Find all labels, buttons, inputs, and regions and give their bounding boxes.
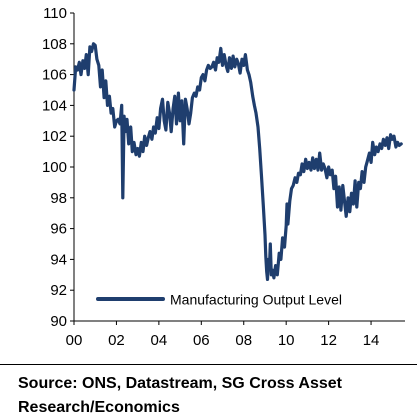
x-tick-label: 04 xyxy=(151,332,168,349)
y-tick-label: 94 xyxy=(50,251,67,268)
x-axis: 00 02 04 06 08 10 12 14 xyxy=(66,320,405,349)
line-chart: 90 92 94 96 98 100 102 104 106 108 110 00 02 04 06 08 1… xyxy=(42,5,405,349)
x-tick-label: 02 xyxy=(108,332,125,349)
x-tick-label: 14 xyxy=(363,332,380,349)
y-tick-label: 110 xyxy=(43,5,67,22)
series-layer xyxy=(72,42,403,281)
y-tick-label: 96 xyxy=(50,221,67,238)
y-tick-label: 90 xyxy=(50,313,67,330)
x-tick-label: 00 xyxy=(66,332,83,349)
source-divider xyxy=(0,364,417,365)
y-tick-label: 98 xyxy=(50,190,67,207)
y-tick-label: 92 xyxy=(50,282,67,299)
legend-label-manufacturing-output: Manufacturing Output Level xyxy=(170,292,342,308)
x-tick-label: 12 xyxy=(320,332,337,349)
x-tick-label: 10 xyxy=(278,332,295,349)
x-tick-label: 06 xyxy=(193,332,210,349)
series-line-manufacturing-output xyxy=(72,42,403,281)
y-axis: 90 92 94 96 98 100 102 104 106 108 110 xyxy=(42,5,75,330)
legend: Manufacturing Output Level xyxy=(96,292,342,308)
source-note: Source: ONS, Datastream, SG Cross Asset … xyxy=(18,375,342,416)
y-tick-label: 106 xyxy=(42,67,67,84)
y-tick-label: 100 xyxy=(42,159,67,176)
y-tick-label: 108 xyxy=(42,36,67,53)
x-tick-label: 08 xyxy=(235,332,252,349)
y-tick-label: 102 xyxy=(42,128,67,145)
y-tick-label: 104 xyxy=(42,97,67,114)
